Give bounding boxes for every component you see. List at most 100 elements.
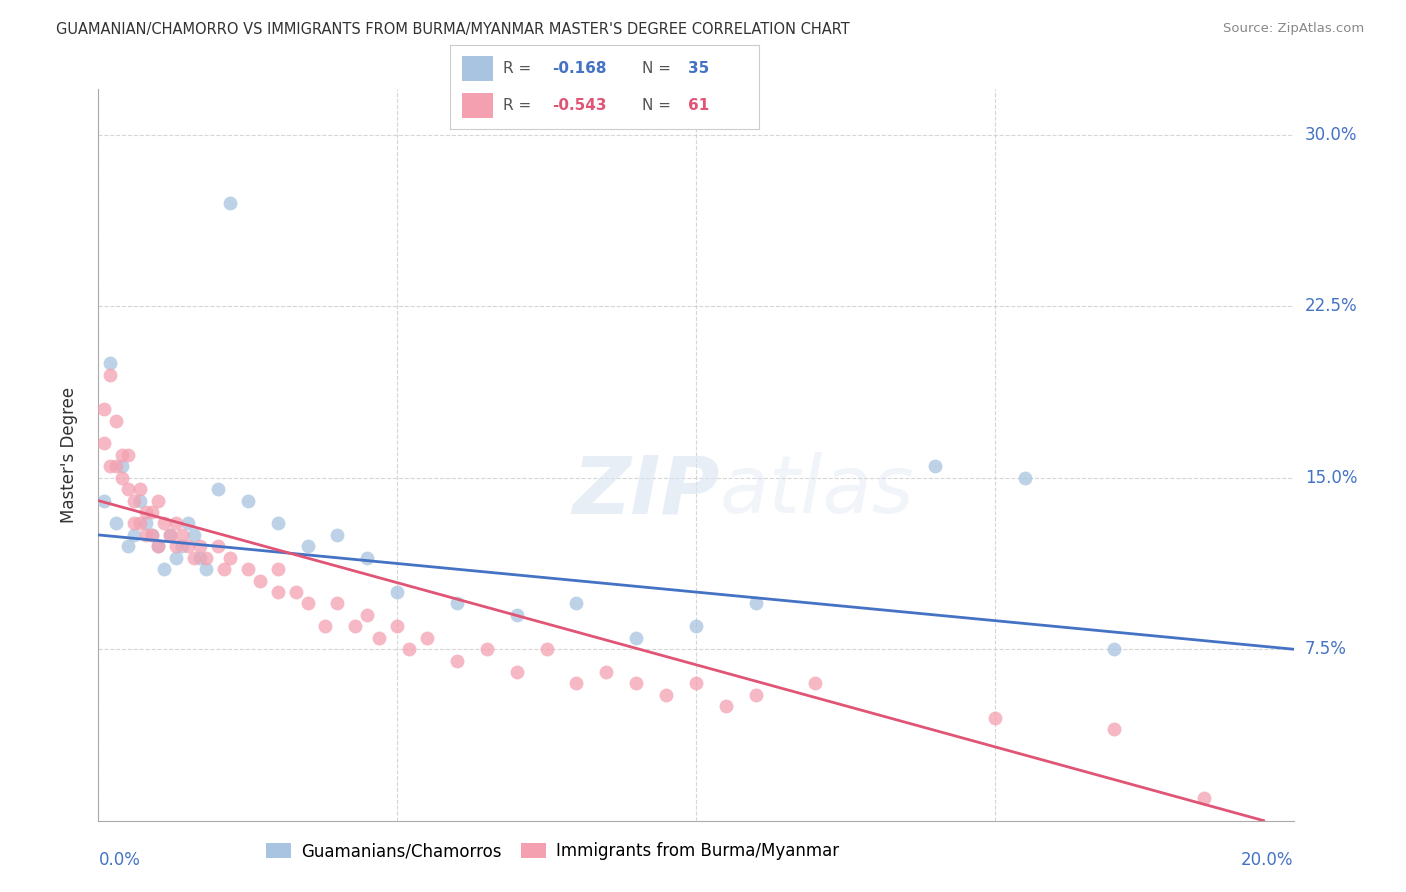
Point <box>219 550 242 565</box>
Point <box>804 676 827 690</box>
Point <box>111 448 134 462</box>
Point <box>236 562 259 576</box>
Point <box>194 550 218 565</box>
Point <box>141 528 163 542</box>
Point <box>385 585 409 599</box>
Point <box>135 528 157 542</box>
Bar <box>463 55 494 81</box>
Point <box>983 711 1005 725</box>
Point <box>177 516 200 531</box>
Point <box>924 459 946 474</box>
Point <box>1014 471 1036 485</box>
Point <box>129 516 152 531</box>
Text: -0.168: -0.168 <box>553 61 606 76</box>
Point <box>267 585 290 599</box>
Point <box>93 402 115 417</box>
Bar <box>463 93 494 119</box>
Point <box>177 539 200 553</box>
Point <box>297 597 319 611</box>
Point <box>356 607 378 622</box>
Point <box>267 516 290 531</box>
Legend: Guamanians/Chamorros, Immigrants from Burma/Myanmar: Guamanians/Chamorros, Immigrants from Bu… <box>259 836 846 867</box>
Point <box>249 574 271 588</box>
Point <box>98 368 122 382</box>
Point <box>183 528 205 542</box>
Text: -0.543: -0.543 <box>553 98 606 113</box>
Point <box>183 550 205 565</box>
Point <box>506 665 529 679</box>
Point <box>745 688 768 702</box>
Text: 30.0%: 30.0% <box>1305 126 1357 144</box>
Point <box>135 505 157 519</box>
Text: 20.0%: 20.0% <box>1241 851 1294 869</box>
Text: 35: 35 <box>688 61 710 76</box>
Point <box>159 528 181 542</box>
Point <box>93 436 115 450</box>
Point <box>141 528 163 542</box>
Point <box>267 562 290 576</box>
Y-axis label: Master's Degree: Master's Degree <box>59 387 77 523</box>
Point <box>506 607 529 622</box>
Point <box>148 539 170 553</box>
Point <box>165 539 187 553</box>
Point <box>1104 723 1126 737</box>
Text: ZIP: ZIP <box>572 452 720 531</box>
Point <box>105 459 128 474</box>
Point <box>153 562 176 576</box>
Point <box>141 505 163 519</box>
Point <box>398 642 420 657</box>
Point <box>624 631 647 645</box>
Point <box>98 356 122 371</box>
Point <box>212 562 235 576</box>
Point <box>188 539 211 553</box>
Point <box>685 676 707 690</box>
Point <box>207 539 229 553</box>
Point <box>165 550 187 565</box>
Point <box>714 699 737 714</box>
Point <box>188 550 211 565</box>
Point <box>129 493 152 508</box>
Point <box>148 493 170 508</box>
Point <box>172 539 194 553</box>
Text: 15.0%: 15.0% <box>1305 469 1357 487</box>
Point <box>446 654 468 668</box>
Point <box>1192 790 1215 805</box>
Point <box>111 471 134 485</box>
Point <box>446 597 468 611</box>
Text: GUAMANIAN/CHAMORRO VS IMMIGRANTS FROM BURMA/MYANMAR MASTER'S DEGREE CORRELATION : GUAMANIAN/CHAMORRO VS IMMIGRANTS FROM BU… <box>56 22 851 37</box>
Point <box>297 539 319 553</box>
Point <box>284 585 307 599</box>
Point <box>105 516 128 531</box>
Text: 22.5%: 22.5% <box>1305 297 1357 316</box>
Point <box>98 459 122 474</box>
Text: N =: N = <box>641 61 675 76</box>
Point <box>148 539 170 553</box>
Point <box>475 642 498 657</box>
Point <box>129 482 152 496</box>
Point <box>326 528 349 542</box>
Point <box>105 414 128 428</box>
Point <box>117 448 139 462</box>
Point <box>565 676 588 690</box>
Text: 0.0%: 0.0% <box>98 851 141 869</box>
Text: N =: N = <box>641 98 675 113</box>
Point <box>135 516 157 531</box>
Point <box>624 676 647 690</box>
Point <box>236 493 259 508</box>
Point <box>326 597 349 611</box>
Point <box>344 619 367 633</box>
Text: atlas: atlas <box>720 452 915 531</box>
Point <box>117 539 139 553</box>
Text: Source: ZipAtlas.com: Source: ZipAtlas.com <box>1223 22 1364 36</box>
Text: 7.5%: 7.5% <box>1305 640 1347 658</box>
Point <box>536 642 558 657</box>
Point <box>595 665 617 679</box>
Point <box>745 597 768 611</box>
Point <box>416 631 439 645</box>
Point <box>385 619 409 633</box>
Point <box>315 619 337 633</box>
Point <box>124 528 146 542</box>
Point <box>124 516 146 531</box>
Point <box>655 688 678 702</box>
Point <box>219 196 242 211</box>
